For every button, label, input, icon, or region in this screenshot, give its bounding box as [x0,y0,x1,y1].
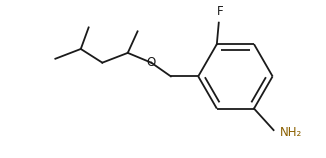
Text: O: O [147,56,156,69]
Text: F: F [216,5,223,18]
Text: NH₂: NH₂ [279,126,302,139]
